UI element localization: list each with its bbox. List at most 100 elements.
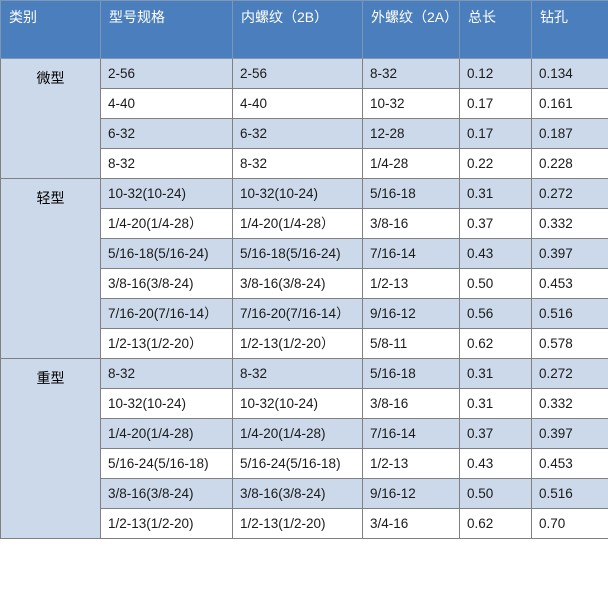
internal-thread-cell: 1/2-13(1/2-20） [232, 328, 363, 359]
spec-cell: 2-56 [100, 58, 233, 89]
total-length-cell: 0.22 [459, 148, 532, 179]
table-row: 7/16-20(7/16-14） 7/16-20(7/16-14） 9/16-12 0… [1, 298, 608, 329]
spec-cell: 10-32(10-24) [100, 388, 233, 419]
table-row: 1/2-13(1/2-20） 1/2-13(1/2-20） 5/8-11 0.62 0.… [1, 328, 608, 359]
table-row: 3/8-16(3/8-24) 3/8-16(3/8-24) 9/16-12 0.50 0… [1, 478, 608, 509]
total-length-cell: 0.31 [459, 388, 532, 419]
drill-hole-cell: 0.332 [531, 208, 608, 239]
table-row: 1/4-20(1/4-28) 1/4-20(1/4-28) 7/16-14 0.37 0… [1, 418, 608, 449]
internal-thread-cell: 5/16-24(5/16-18) [232, 448, 363, 479]
drill-hole-cell: 0.578 [531, 328, 608, 359]
external-thread-cell: 8-32 [362, 58, 460, 89]
spec-cell: 1/2-13(1/2-20) [100, 508, 233, 539]
drill-hole-cell: 0.453 [531, 268, 608, 299]
total-length-cell: 0.50 [459, 268, 532, 299]
internal-thread-cell: 1/4-20(1/4-28） [232, 208, 363, 239]
drill-hole-cell: 0.161 [531, 88, 608, 119]
spec-cell: 1/4-20(1/4-28) [100, 418, 233, 449]
drill-hole-cell: 0.272 [531, 358, 608, 389]
internal-thread-cell: 10-32(10-24) [232, 388, 363, 419]
spec-cell: 3/8-16(3/8-24) [100, 268, 233, 299]
internal-thread-cell: 3/8-16(3/8-24) [232, 478, 363, 509]
external-thread-cell: 1/2-13 [362, 448, 460, 479]
total-length-cell: 0.62 [459, 508, 532, 539]
category-cell: 轻型 [0, 178, 101, 359]
table-row: 6-32 6-32 12-28 0.17 0.187 [1, 118, 608, 149]
total-length-cell: 0.17 [459, 118, 532, 149]
table-row: 1/2-13(1/2-20) 1/2-13(1/2-20) 3/4-16 0.62 0.… [1, 508, 608, 539]
drill-hole-cell: 0.228 [531, 148, 608, 179]
internal-thread-cell: 5/16-18(5/16-24) [232, 238, 363, 269]
external-thread-cell: 1/4-28 [362, 148, 460, 179]
drill-hole-cell: 0.397 [531, 418, 608, 449]
drill-hole-cell: 0.187 [531, 118, 608, 149]
spec-cell: 6-32 [100, 118, 233, 149]
table-row: 1/4-20(1/4-28） 1/4-20(1/4-28） 3/8-16 0.37 0.… [1, 208, 608, 239]
table-row: 4-40 4-40 10-32 0.17 0.161 [1, 88, 608, 119]
total-length-cell: 0.12 [459, 58, 532, 89]
internal-thread-cell: 8-32 [232, 358, 363, 389]
total-length-cell: 0.37 [459, 418, 532, 449]
table-row: 8-32 8-32 1/4-28 0.22 0.228 [1, 148, 608, 179]
table-row: 微型 2-56 2-56 8-32 0.12 0.134 [0, 58, 608, 179]
internal-thread-cell: 6-32 [232, 118, 363, 149]
drill-hole-cell: 0.516 [531, 478, 608, 509]
spec-cell: 1/4-20(1/4-28） [100, 208, 233, 239]
total-length-cell: 0.62 [459, 328, 532, 359]
spec-cell: 4-40 [100, 88, 233, 119]
total-length-cell: 0.17 [459, 88, 532, 119]
spec-cell: 5/16-18(5/16-24) [100, 238, 233, 269]
table-header-row: 类别 型号规格 内螺纹（2B） 外螺纹（2A） 总长 钻孔 [0, 0, 608, 59]
total-length-cell: 0.31 [459, 178, 532, 209]
external-thread-cell: 5/16-18 [362, 358, 460, 389]
column-header-spec: 型号规格 [100, 0, 233, 59]
thread-spec-table: 类别 型号规格 内螺纹（2B） 外螺纹（2A） 总长 钻孔 微型 2-56 2-56… [0, 0, 608, 539]
external-thread-cell: 7/16-14 [362, 238, 460, 269]
external-thread-cell: 1/2-13 [362, 268, 460, 299]
drill-hole-cell: 0.516 [531, 298, 608, 329]
internal-thread-cell: 10-32(10-24) [232, 178, 363, 209]
total-length-cell: 0.37 [459, 208, 532, 239]
spec-cell: 1/2-13(1/2-20） [100, 328, 233, 359]
column-header-length: 总长 [459, 0, 532, 59]
external-thread-cell: 10-32 [362, 88, 460, 119]
drill-hole-cell: 0.332 [531, 388, 608, 419]
internal-thread-cell: 2-56 [232, 58, 363, 89]
drill-hole-cell: 0.70 [531, 508, 608, 539]
external-thread-cell: 9/16-12 [362, 298, 460, 329]
internal-thread-cell: 1/2-13(1/2-20) [232, 508, 363, 539]
spec-cell: 7/16-20(7/16-14） [100, 298, 233, 329]
total-length-cell: 0.43 [459, 448, 532, 479]
table-row: 5/16-18(5/16-24) 5/16-18(5/16-24) 7/16-14 0… [1, 238, 608, 269]
external-thread-cell: 9/16-12 [362, 478, 460, 509]
internal-thread-cell: 4-40 [232, 88, 363, 119]
external-thread-cell: 5/16-18 [362, 178, 460, 209]
table-row: 重型 8-32 8-32 5/16-18 0.31 0.272 [0, 358, 608, 539]
column-header-external: 外螺纹（2A） [362, 0, 460, 59]
spec-cell: 5/16-24(5/16-18) [100, 448, 233, 479]
total-length-cell: 0.43 [459, 238, 532, 269]
drill-hole-cell: 0.453 [531, 448, 608, 479]
external-thread-cell: 3/8-16 [362, 208, 460, 239]
total-length-cell: 0.56 [459, 298, 532, 329]
category-cell: 重型 [0, 358, 101, 539]
table-row: 5/16-24(5/16-18) 5/16-24(5/16-18) 1/2-13 0.… [1, 448, 608, 479]
external-thread-cell: 3/4-16 [362, 508, 460, 539]
spec-cell: 10-32(10-24) [100, 178, 233, 209]
drill-hole-cell: 0.272 [531, 178, 608, 209]
spec-cell: 8-32 [100, 148, 233, 179]
total-length-cell: 0.50 [459, 478, 532, 509]
column-header-drill: 钻孔 [531, 0, 608, 59]
external-thread-cell: 3/8-16 [362, 388, 460, 419]
total-length-cell: 0.31 [459, 358, 532, 389]
table-header: 类别 型号规格 内螺纹（2B） 外螺纹（2A） 总长 钻孔 [0, 0, 608, 59]
internal-thread-cell: 1/4-20(1/4-28) [232, 418, 363, 449]
internal-thread-cell: 8-32 [232, 148, 363, 179]
column-header-internal: 内螺纹（2B） [232, 0, 363, 59]
internal-thread-cell: 7/16-20(7/16-14） [232, 298, 363, 329]
external-thread-cell: 5/8-11 [362, 328, 460, 359]
spec-cell: 3/8-16(3/8-24) [100, 478, 233, 509]
external-thread-cell: 12-28 [362, 118, 460, 149]
internal-thread-cell: 3/8-16(3/8-24) [232, 268, 363, 299]
external-thread-cell: 7/16-14 [362, 418, 460, 449]
